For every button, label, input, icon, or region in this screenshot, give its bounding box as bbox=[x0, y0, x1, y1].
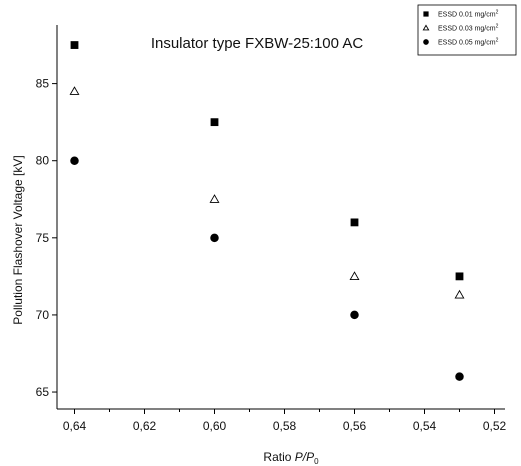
y-tick-label: 70 bbox=[36, 308, 50, 322]
data-point-circle bbox=[350, 310, 359, 320]
data-point-circle bbox=[210, 233, 219, 243]
x-axis-title-symbol: P/P bbox=[295, 450, 314, 464]
x-tick-label: 0,56 bbox=[343, 419, 367, 433]
x-axis-title: Ratio P/P0 bbox=[263, 450, 319, 466]
x-tick-label: 0,64 bbox=[63, 419, 87, 433]
data-points bbox=[69, 41, 465, 381]
data-point-triangle bbox=[69, 86, 80, 95]
legend-box bbox=[417, 4, 517, 56]
series-triangle bbox=[69, 86, 465, 299]
data-point-circle bbox=[70, 156, 79, 165]
data-point-square bbox=[210, 118, 219, 127]
x-axis-ticks: 0,64 0,62 0,60 0,58 0,56 0,54 0,52 bbox=[63, 409, 507, 433]
legend-marker-circle bbox=[423, 39, 429, 45]
chart-title: Insulator type FXBW-25:100 AC bbox=[151, 35, 363, 52]
legend-marker-square bbox=[423, 11, 429, 17]
legend-marker-triangle bbox=[422, 24, 430, 31]
x-tick-label: 0,60 bbox=[203, 419, 227, 433]
legend-label: ESSD 0.03 mg/cm2 bbox=[438, 24, 499, 33]
legend-label: ESSD 0.05 mg/cm2 bbox=[438, 38, 499, 47]
y-axis-ticks: 65 70 75 80 85 bbox=[36, 77, 57, 399]
x-tick-label: 0,62 bbox=[133, 419, 157, 433]
series-square bbox=[70, 41, 464, 281]
x-axis-title-subscript: 0 bbox=[314, 457, 319, 466]
y-tick-label: 75 bbox=[36, 231, 50, 245]
data-point-square bbox=[350, 218, 359, 227]
legend: ESSD 0.01 mg/cm2 ESSD 0.03 mg/cm2 ESSD 0.0… bbox=[417, 4, 517, 56]
data-point-square bbox=[70, 41, 79, 49]
data-point-triangle bbox=[454, 289, 465, 299]
series-circle bbox=[70, 156, 464, 381]
y-tick-label: 85 bbox=[36, 77, 50, 91]
x-tick-label: 0,54 bbox=[413, 419, 437, 433]
data-point-triangle bbox=[349, 271, 360, 280]
legend-label: ESSD 0.01 mg/cm2 bbox=[438, 10, 499, 19]
data-point-triangle bbox=[209, 194, 220, 203]
y-tick-label: 80 bbox=[36, 154, 50, 168]
y-tick-label: 65 bbox=[36, 385, 50, 399]
x-axis-title-prefix: Ratio bbox=[263, 450, 294, 464]
x-tick-label: 0,58 bbox=[273, 419, 297, 433]
x-tick-label: 0,52 bbox=[483, 419, 507, 433]
data-point-circle bbox=[455, 372, 464, 381]
legend-items: ESSD 0.01 mg/cm2 ESSD 0.03 mg/cm2 ESSD 0.0… bbox=[422, 10, 499, 47]
data-point-square bbox=[455, 272, 464, 281]
y-axis-title: Pollution Flashover Voltage [kV] bbox=[11, 155, 25, 324]
